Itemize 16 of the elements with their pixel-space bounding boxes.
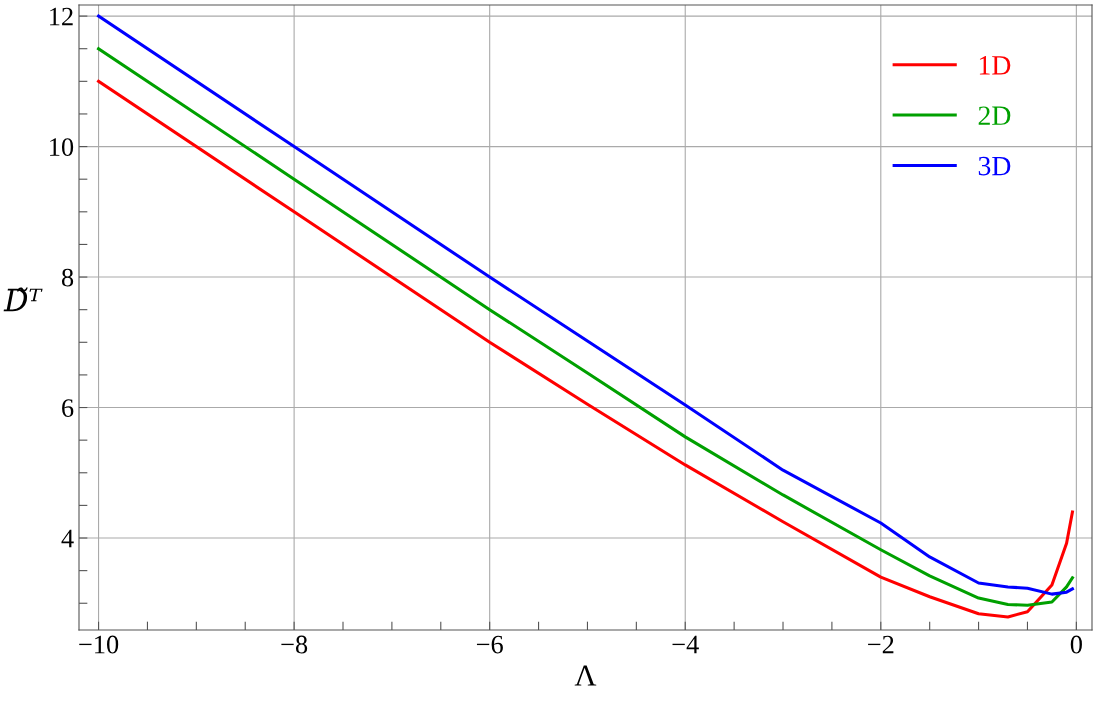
y-tick-label: 10 — [50, 138, 74, 156]
x-tick-label: −2 — [868, 635, 894, 654]
x-tick-label: −4 — [672, 635, 699, 654]
x-tick-label: −8 — [281, 635, 308, 654]
x-tick-label: −6 — [476, 635, 503, 654]
y-axis-title: D̃ᵀ — [3, 287, 43, 312]
legend-label: 2D — [978, 106, 1011, 125]
y-tick-label: 12 — [50, 7, 73, 26]
y-tick-label: 8 — [61, 268, 74, 287]
x-axis-title: Λ — [574, 665, 597, 686]
y-tick-label: 4 — [61, 529, 74, 548]
legend-label: 1D — [979, 56, 1011, 75]
x-tick-label: 0 — [1070, 635, 1082, 654]
legend-label: 3D — [978, 156, 1011, 176]
x-tick-label: −10 — [79, 635, 119, 654]
y-tick-label: 6 — [62, 399, 74, 417]
